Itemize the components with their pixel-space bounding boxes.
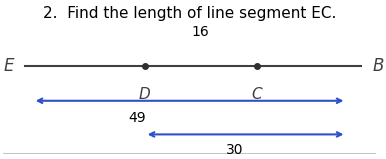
Text: C: C <box>251 87 262 102</box>
Text: E: E <box>3 57 14 75</box>
Text: 49: 49 <box>129 111 146 125</box>
Text: B: B <box>372 57 384 75</box>
Text: 30: 30 <box>226 143 243 157</box>
Text: 16: 16 <box>192 25 210 39</box>
Text: D: D <box>139 87 151 102</box>
Text: 2.  Find the length of line segment EC.: 2. Find the length of line segment EC. <box>43 6 336 21</box>
